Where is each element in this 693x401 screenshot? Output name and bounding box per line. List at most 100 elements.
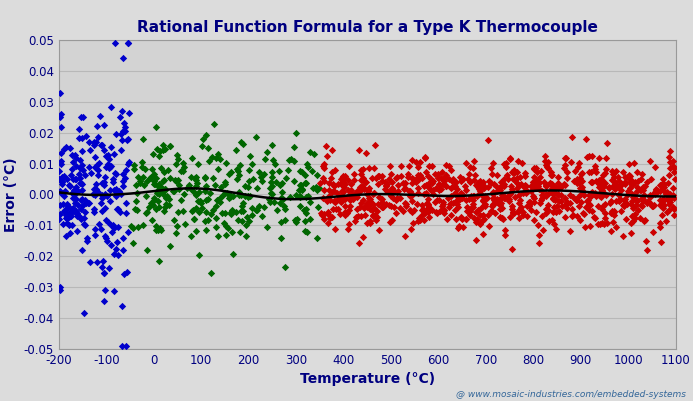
Point — [177, 160, 188, 166]
Point — [100, 153, 112, 160]
Point — [511, 180, 523, 186]
Point — [599, 221, 610, 227]
Point — [96, 195, 107, 201]
Point — [108, 250, 119, 257]
Point — [234, 188, 245, 195]
Point — [374, 227, 385, 233]
Point — [617, 233, 629, 239]
Point — [541, 206, 552, 213]
Point — [477, 198, 489, 204]
Point — [456, 216, 467, 223]
Point — [283, 157, 295, 163]
Point — [93, 167, 104, 173]
Point — [94, 160, 105, 167]
Point — [165, 143, 176, 150]
Point — [376, 204, 387, 211]
Point — [570, 196, 581, 203]
Point — [559, 214, 570, 221]
Point — [80, 200, 91, 206]
Point — [342, 176, 353, 183]
Point — [365, 220, 376, 227]
Point — [416, 202, 428, 209]
Point — [573, 178, 584, 185]
Point — [617, 201, 628, 208]
Point — [663, 201, 674, 208]
Point — [74, 157, 85, 163]
Point — [104, 165, 115, 171]
Point — [422, 201, 433, 208]
Point — [386, 217, 397, 223]
Point — [237, 208, 248, 215]
Point — [637, 195, 648, 202]
Point — [573, 164, 584, 170]
Point — [552, 180, 563, 186]
Point — [266, 142, 277, 148]
Point — [374, 194, 385, 200]
Point — [626, 213, 638, 219]
Point — [620, 215, 631, 222]
Point — [594, 154, 605, 161]
Point — [114, 114, 125, 121]
Point — [590, 168, 602, 175]
Point — [164, 242, 175, 249]
Point — [256, 178, 267, 184]
Point — [475, 221, 486, 227]
Point — [219, 190, 230, 196]
Point — [437, 201, 448, 207]
Point — [540, 158, 551, 164]
Point — [546, 172, 557, 178]
Point — [435, 186, 446, 192]
Point — [559, 181, 570, 187]
Point — [514, 174, 525, 180]
Point — [658, 196, 669, 202]
Point — [186, 208, 198, 214]
Point — [555, 184, 566, 190]
Point — [295, 182, 306, 188]
Point — [156, 164, 167, 171]
Point — [350, 190, 361, 196]
Point — [74, 174, 85, 181]
Point — [520, 182, 531, 188]
Point — [204, 190, 215, 196]
Point — [642, 197, 653, 204]
Point — [410, 159, 421, 166]
Point — [430, 209, 441, 215]
Point — [403, 188, 414, 194]
Point — [422, 207, 433, 213]
Point — [233, 168, 244, 174]
Point — [395, 173, 406, 180]
Point — [365, 200, 376, 207]
Point — [324, 186, 335, 193]
Point — [545, 168, 556, 175]
Point — [112, 206, 123, 212]
Point — [365, 218, 376, 225]
Point — [153, 183, 164, 189]
Point — [136, 159, 147, 165]
Point — [514, 206, 525, 213]
Point — [601, 140, 612, 147]
Point — [96, 208, 107, 214]
Point — [641, 179, 652, 186]
Point — [498, 176, 509, 182]
Point — [436, 203, 447, 209]
Point — [177, 208, 188, 215]
Point — [658, 197, 669, 204]
Point — [128, 162, 139, 168]
Point — [665, 198, 676, 205]
Point — [260, 156, 271, 162]
Point — [71, 210, 82, 217]
Point — [71, 176, 82, 182]
Point — [98, 122, 109, 129]
Point — [380, 182, 392, 189]
Point — [552, 192, 563, 198]
Point — [145, 174, 156, 181]
Point — [514, 207, 525, 213]
Point — [448, 200, 459, 207]
Point — [613, 190, 624, 197]
Point — [73, 202, 84, 208]
Point — [498, 183, 509, 189]
Point — [344, 163, 355, 169]
Point — [200, 174, 211, 180]
Point — [497, 183, 508, 189]
Point — [211, 203, 222, 209]
